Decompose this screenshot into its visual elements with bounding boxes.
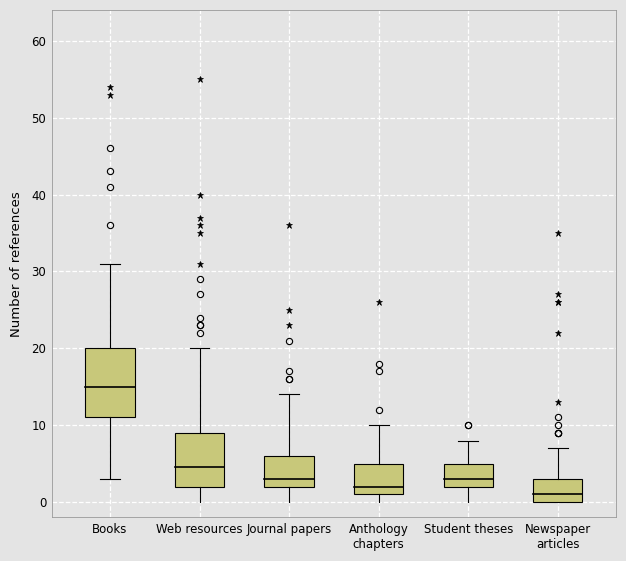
Bar — [85, 348, 135, 417]
Bar — [175, 433, 224, 487]
Bar — [533, 479, 582, 502]
Bar — [264, 456, 314, 487]
Bar — [444, 463, 493, 487]
Y-axis label: Number of references: Number of references — [10, 191, 23, 337]
Bar — [354, 463, 403, 494]
